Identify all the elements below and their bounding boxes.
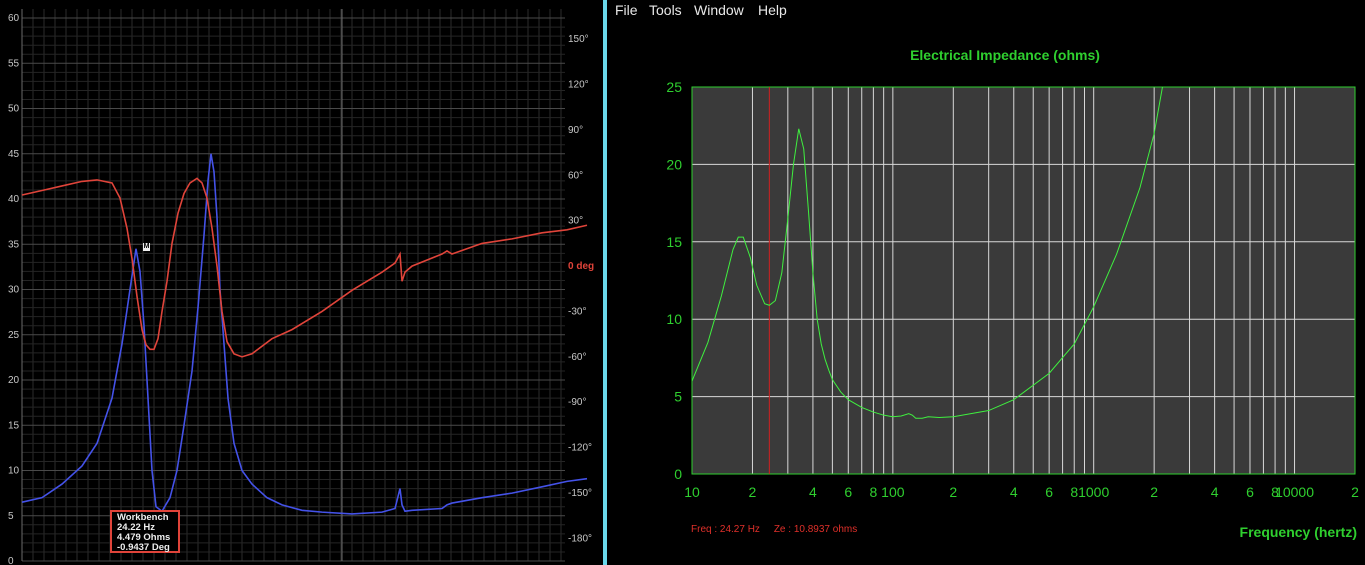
left-impedance-phase-chart[interactable]: 0 5 10 15 20 25 30 35 40 45 50 55 60 -180° -150° -120° -…	[0, 0, 603, 565]
right-impedance-window: File Tools Window Help 0 5 10 15 20 25 10 2 4 6 8 1…	[607, 0, 1365, 565]
y-tick-label: 40	[8, 194, 20, 205]
x-axis-label: Frequency (hertz)	[1240, 524, 1357, 540]
y-tick-label: 50	[8, 104, 20, 115]
y-tick-label: 60	[8, 13, 20, 24]
workbench-tooltip: Workbench 24.22 Hz 4.479 Ohms -0.9437 De…	[110, 510, 180, 553]
cursor-readout: Freq : 24.27 Hz Ze : 10.8937 ohms	[691, 524, 857, 535]
y-tick-label: 25	[8, 330, 20, 341]
x-tick-label: 4	[1211, 484, 1219, 500]
x-tick-label: 2	[1351, 484, 1359, 500]
y-tick-label: 55	[8, 58, 20, 69]
y2-tick-label: 0 deg	[568, 261, 594, 272]
menu-window[interactable]: Window	[694, 2, 744, 18]
panel-divider[interactable]	[603, 0, 607, 565]
cursor-marker-label: M	[143, 243, 150, 250]
y-tick-label: 25	[666, 79, 682, 95]
tooltip-impedance: 4.479 Ohms	[117, 532, 171, 543]
y2-tick-label: 120°	[568, 80, 589, 91]
plot-border	[691, 86, 1356, 475]
menu-help[interactable]: Help	[758, 2, 787, 18]
tooltip-phase: -0.9437 Deg	[117, 542, 170, 553]
chart-title: Electrical Impedance (ohms)	[910, 47, 1100, 63]
x-tick-label: 8	[1271, 484, 1279, 500]
y-tick-label: 15	[666, 234, 682, 250]
x-tick-label: 2	[749, 484, 757, 500]
y-tick-label: 45	[8, 149, 20, 160]
y2-tick-label: -180°	[568, 533, 592, 544]
y-tick-label: 0	[8, 556, 14, 565]
y2-tick-label: 60°	[568, 170, 583, 181]
y2-tick-label: 30°	[568, 216, 583, 227]
y2-tick-label: 150°	[568, 34, 589, 45]
tooltip-frequency: 24.22 Hz	[117, 522, 156, 533]
tooltip-title: Workbench	[117, 512, 169, 523]
plot-area	[692, 87, 1355, 474]
menu-file[interactable]: File	[615, 2, 638, 18]
menu-bar: File Tools Window Help	[607, 0, 1365, 22]
x-tick-label: 8	[1070, 484, 1078, 500]
y2-tick-label: -30°	[568, 306, 586, 317]
impedance-series-line	[692, 87, 1163, 419]
x-tick-label: 2	[949, 484, 957, 500]
y-tick-label: 15	[8, 420, 20, 431]
y-tick-label: 5	[674, 389, 682, 405]
x-tick-label: 8	[869, 484, 877, 500]
readout-frequency: Freq : 24.27 Hz	[691, 524, 760, 535]
y2-tick-label: 90°	[568, 125, 583, 136]
y-tick-label: 35	[8, 239, 20, 250]
y2-tick-label: -120°	[568, 443, 592, 454]
left-graph-panel: 0 5 10 15 20 25 30 35 40 45 50 55 60 -180° -150° -120° -…	[0, 0, 603, 565]
x-tick-label: 6	[1045, 484, 1053, 500]
menu-tools[interactable]: Tools	[649, 2, 682, 18]
y-tick-label: 0	[674, 466, 682, 482]
y2-tick-label: -60°	[568, 352, 586, 363]
x-tick-label: 6	[844, 484, 852, 500]
y2-tick-label: -150°	[568, 488, 592, 499]
y-tick-label: 10	[666, 311, 682, 327]
impedance-series-line	[21, 153, 588, 515]
readout-impedance: Ze : 10.8937 ohms	[773, 524, 858, 535]
x-tick-label: 10000	[1275, 484, 1314, 500]
cursor-marker[interactable]: M	[143, 243, 150, 251]
x-tick-label: 100	[881, 484, 905, 500]
y-tick-label: 5	[8, 511, 14, 522]
x-tick-label: 6	[1246, 484, 1254, 500]
y-tick-label: 30	[8, 285, 20, 296]
x-tick-label: 10	[684, 484, 700, 500]
y-tick-label: 20	[8, 375, 20, 386]
y-tick-label: 10	[8, 466, 20, 477]
phase-series-line	[21, 177, 588, 358]
x-tick-label: 2	[1150, 484, 1158, 500]
y2-tick-label: -90°	[568, 397, 586, 408]
x-tick-label: 4	[1010, 484, 1018, 500]
y-tick-label: 20	[666, 156, 682, 172]
x-tick-label: 4	[809, 484, 817, 500]
x-tick-label: 1000	[1078, 484, 1109, 500]
